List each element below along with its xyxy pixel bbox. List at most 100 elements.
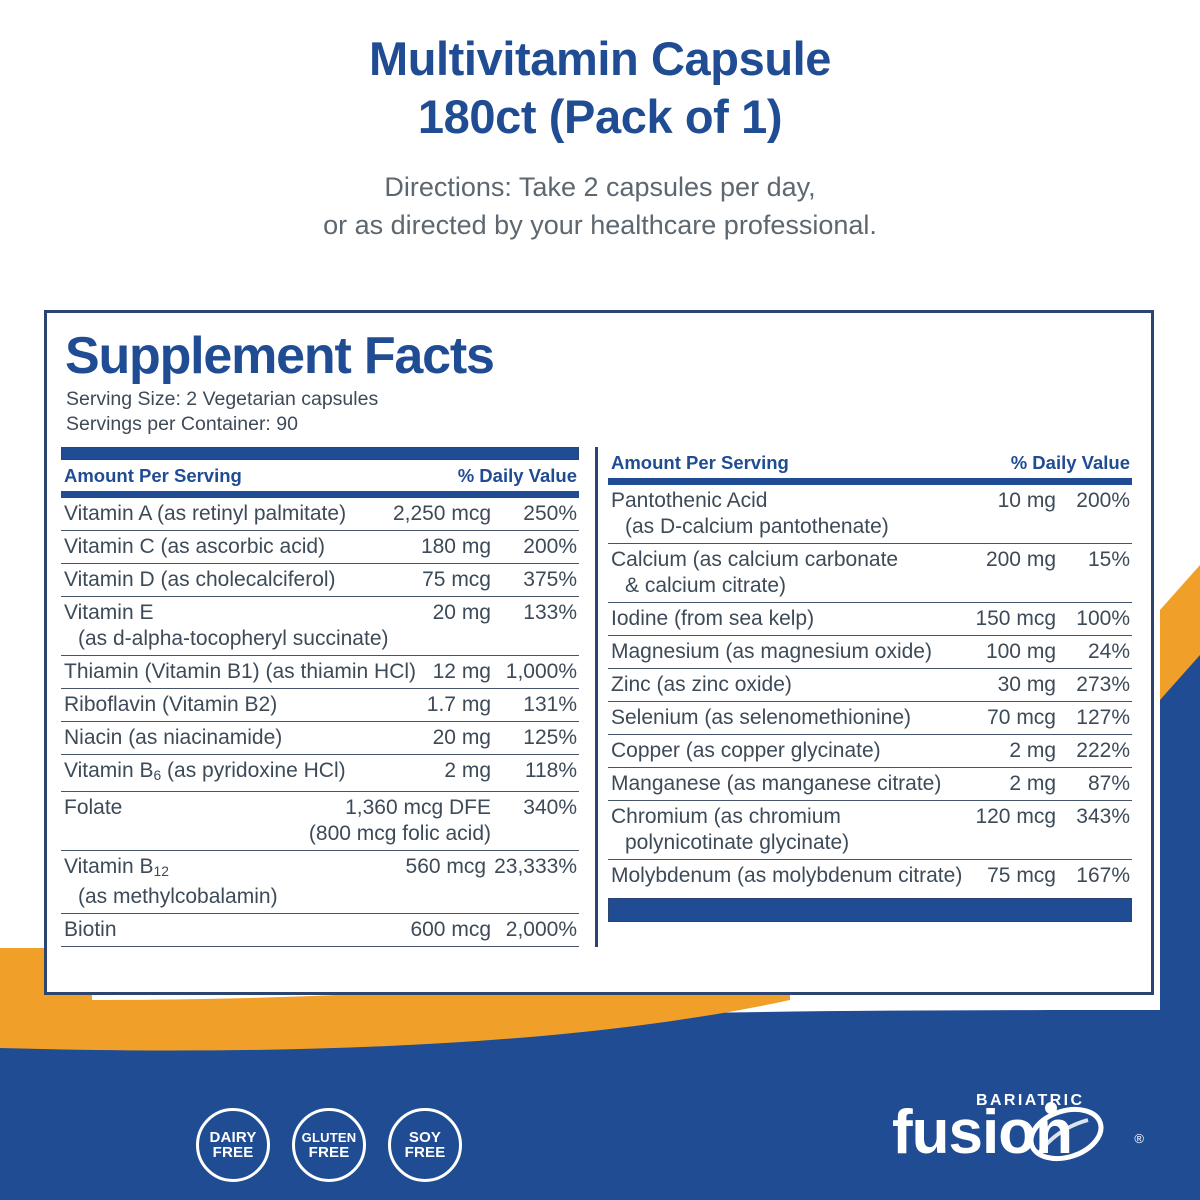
nutrient-name: Niacin (as niacinamide): [64, 726, 283, 749]
nutrient-daily-value: 24%: [1087, 640, 1130, 663]
nutrient-name: Biotin: [64, 918, 117, 942]
nutrient-daily-value: 273%: [1076, 673, 1130, 696]
column-bottom-rule-left: [61, 946, 579, 948]
nutrient-row: Biotin 600 mcg 2,000%: [61, 913, 579, 946]
nutrient-row: Copper (as copper glycinate) 2 mg 222%: [608, 734, 1132, 767]
nutrient-amount: 150 mcg: [975, 607, 1056, 630]
nutrient-rows-right: Pantothenic Acid (as D-calcium pantothena…: [608, 485, 1132, 892]
column-header-rule-left: [61, 491, 579, 498]
page-footer: DAIRY FREE GLUTEN FREE SOY FREE fusion BARIAT…: [0, 1035, 1200, 1200]
badge-line-2: FREE: [404, 1144, 446, 1161]
nutrient-name: Iodine (from sea kelp): [611, 607, 815, 630]
nutrient-name: Calcium (as calcium carbonate & calcium c…: [611, 547, 980, 599]
nutrient-row: Molybdenum (as molybdenum citrate) 75 mcg…: [608, 859, 1132, 892]
nutrient-amount: 560 mcg: [405, 855, 487, 879]
nutrient-daily-value: 133%: [523, 601, 577, 624]
nutrient-daily-value: 343%: [1076, 805, 1130, 828]
nutrient-row: Pantothenic Acid (as D-calcium pantothena…: [608, 485, 1132, 543]
certification-badges: DAIRY FREE GLUTEN FREE SOY FREE: [196, 1108, 462, 1182]
nutrient-amount: 30 mg: [997, 673, 1056, 696]
nutrient-daily-value: 131%: [523, 693, 577, 716]
nutrient-column-right: Amount Per Serving % Daily Value Pantoth…: [604, 447, 1132, 947]
nutrient-amount: 2 mg: [1009, 739, 1056, 762]
nutrient-amount: 1.7 mg: [426, 693, 491, 716]
nutrient-name: Vitamin D (as cholecalciferol): [64, 568, 336, 591]
nutrient-amount: 75 mcg: [422, 568, 491, 591]
serving-size: Serving Size: 2 Vegetarian capsules: [66, 388, 379, 410]
nutrient-daily-value: 1,000%: [505, 660, 577, 683]
nutrient-name: Zinc (as zinc oxide): [611, 673, 792, 696]
nutrient-amount: 70 mcg: [987, 706, 1056, 729]
nutrient-name: Thiamin (Vitamin B1) (as thiamin HCl): [64, 660, 417, 683]
nutrient-row: Chromium (as chromium polynicotinate glyc…: [608, 800, 1132, 859]
column-divider: [595, 447, 598, 948]
nutrient-daily-value: 127%: [1076, 706, 1130, 729]
nutrient-row: Vitamin A (as retinyl palmitate) 2,250 mc…: [61, 498, 579, 530]
nutrient-row: Zinc (as zinc oxide) 30 mg 273%: [608, 668, 1132, 701]
product-title-line-1: Multivitamin Capsule: [368, 32, 832, 85]
amount-per-serving-label-left: Amount Per Serving: [64, 465, 242, 486]
nutrient-amount-secondary: (800 mcg folic acid): [308, 822, 491, 846]
nutrient-row: Vitamin B6 (as pyridoxine HCl) 2 mg 118%: [61, 754, 579, 791]
nutrient-source: (as d-alpha-tocopheryl succinate): [78, 627, 389, 650]
product-title-line-2: 180ct (Pack of 1): [417, 90, 783, 143]
supplement-facts-heading: Supplement Facts: [65, 327, 495, 385]
nutrient-name: Molybdenum (as molybdenum citrate): [611, 864, 963, 887]
nutrient-daily-value: 23,333%: [494, 855, 577, 879]
nutrient-daily-value: 200%: [1076, 489, 1130, 512]
nutrient-daily-value: 222%: [1076, 739, 1130, 762]
amount-per-serving-label-right: Amount Per Serving: [611, 452, 789, 473]
page-header: Multivitamin Capsule 180ct (Pack of 1) D…: [0, 0, 1200, 244]
badge-line-1: DAIRY: [209, 1129, 257, 1146]
nutrient-name: Manganese (as manganese citrate): [611, 772, 942, 795]
nutrient-daily-value: 340%: [523, 796, 577, 820]
badge-dairy-free: DAIRY FREE: [196, 1108, 270, 1182]
nutrient-amount: 120 mcg: [975, 805, 1056, 828]
nutrient-name: Pantothenic Acid (as D-calcium pantothena…: [611, 488, 992, 540]
nutrient-row: Vitamin E (as d-alpha-tocopheryl succinat…: [61, 596, 579, 655]
nutrient-daily-value: 100%: [1076, 607, 1130, 630]
nutrient-daily-value: 125%: [523, 726, 577, 749]
nutrient-row: Niacin (as niacinamide) 20 mg 125%: [61, 721, 579, 754]
column-header-right: Amount Per Serving % Daily Value: [608, 447, 1132, 478]
directions-line-1: Directions: Take 2 capsules per day,: [384, 172, 816, 202]
nutrient-amount: 2 mg: [1009, 772, 1056, 795]
daily-value-label-left: % Daily Value: [457, 465, 577, 486]
nutrient-name: Selenium (as selenomethionine): [611, 706, 911, 729]
nutrient-daily-value: 15%: [1087, 548, 1130, 571]
daily-value-label-right: % Daily Value: [1010, 452, 1130, 473]
swoosh-icon: [1028, 1102, 1104, 1162]
nutrient-name: Vitamin E (as d-alpha-tocopheryl succinat…: [64, 600, 427, 652]
nutrient-name: Vitamin B6 (as pyridoxine HCl): [64, 759, 346, 784]
nutrient-row: Manganese (as manganese citrate) 2 mg 87%: [608, 767, 1132, 800]
nutrient-amount: 20 mg: [432, 601, 491, 624]
nutrient-daily-value: 250%: [523, 502, 577, 525]
nutrient-source: (as D-calcium pantothenate): [625, 515, 889, 538]
nutrient-daily-value: 200%: [523, 535, 577, 558]
nutrient-row: Calcium (as calcium carbonate & calcium c…: [608, 543, 1132, 602]
nutrient-name: Magnesium (as magnesium oxide): [611, 640, 932, 663]
nutrient-column-left: Amount Per Serving % Daily Value Vitamin…: [61, 447, 589, 948]
nutrient-name: Riboflavin (Vitamin B2): [64, 693, 278, 716]
nutrient-name: Chromium (as chromium polynicotinate glyc…: [611, 804, 969, 856]
badge-line-1: GLUTEN: [301, 1130, 357, 1145]
nutrient-source: (as methylcobalamin): [78, 885, 278, 909]
nutrient-amount: 100 mg: [985, 640, 1056, 663]
orange-arc-shape: [0, 940, 790, 1051]
bariatric-fusion-logo: fusion BARIATRIC ®: [892, 1088, 1144, 1172]
nutrient-amount: 75 mcg: [987, 864, 1056, 887]
nutrient-row: Vitamin C (as ascorbic acid) 180 mg 200%: [61, 530, 579, 563]
nutrient-name: Folate: [64, 796, 123, 820]
nutrient-daily-value: 167%: [1076, 864, 1130, 887]
column-header-left: Amount Per Serving % Daily Value: [61, 460, 579, 491]
column-top-bar-left: [61, 447, 579, 460]
nutrient-name: Vitamin C (as ascorbic acid): [64, 535, 326, 558]
badge-line-2: FREE: [308, 1144, 350, 1161]
nutrient-amount: 10 mg: [997, 489, 1056, 512]
column-header-rule-right: [608, 478, 1132, 485]
servings-per-container: Servings per Container: 90: [66, 413, 298, 435]
nutrient-rows-left: Vitamin A (as retinyl palmitate) 2,250 mc…: [61, 498, 579, 946]
nutrient-source: polynicotinate glycinate): [625, 831, 850, 854]
